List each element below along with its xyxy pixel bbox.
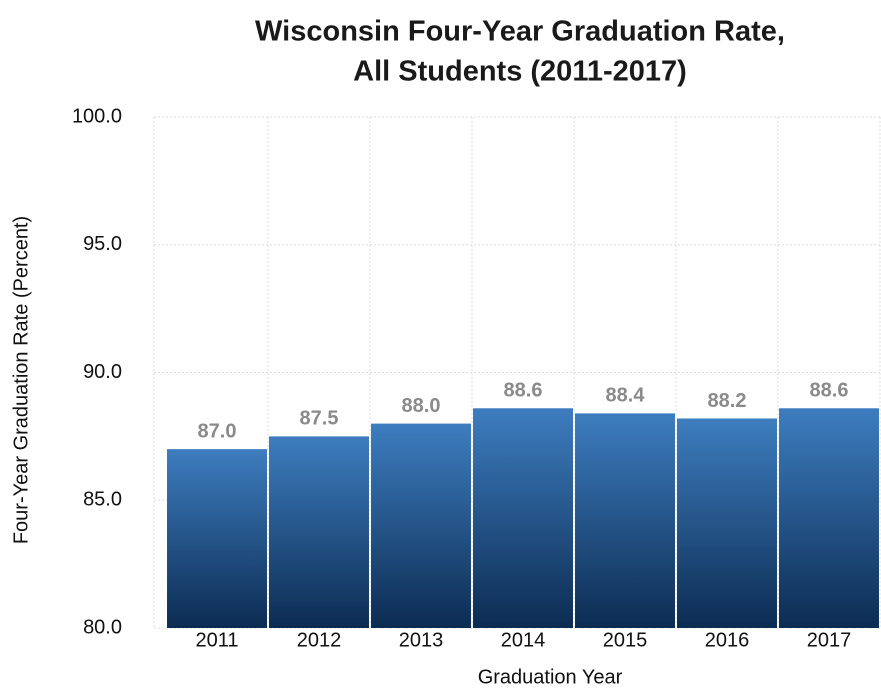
x-tick-label: 2017	[807, 629, 852, 651]
y-tick-label: 85.0	[83, 489, 122, 511]
x-tick-label: 2016	[705, 629, 750, 651]
bar	[371, 423, 471, 628]
y-tick-label: 90.0	[83, 361, 122, 383]
bar	[779, 408, 879, 628]
x-axis-label: Graduation Year	[478, 666, 623, 688]
value-label: 88.0	[402, 395, 441, 417]
x-tick-label: 2013	[399, 629, 444, 651]
x-tick-label: 2011	[195, 629, 238, 651]
y-tick-label: 80.0	[83, 616, 122, 638]
chart-title: Wisconsin Four-Year Graduation Rate,	[255, 16, 785, 48]
bar	[677, 418, 777, 628]
value-label: 88.6	[810, 380, 849, 402]
value-label: 87.0	[198, 420, 237, 442]
y-tick-label: 95.0	[83, 233, 122, 255]
value-label: 87.5	[300, 408, 339, 430]
chart-title: All Students (2011-2017)	[353, 56, 687, 88]
value-label: 88.2	[708, 390, 747, 412]
bar	[575, 413, 675, 628]
bar	[473, 408, 573, 628]
x-tick-label: 2012	[297, 629, 342, 651]
y-axis-label: Four-Year Graduation Rate (Percent)	[10, 216, 32, 544]
bar	[167, 449, 267, 628]
value-label: 88.6	[504, 380, 543, 402]
bar	[269, 436, 369, 628]
x-tick-label: 2015	[603, 629, 648, 651]
value-label: 88.4	[606, 385, 646, 407]
x-tick-label: 2014	[501, 629, 546, 651]
y-tick-label: 100.0	[72, 105, 122, 127]
